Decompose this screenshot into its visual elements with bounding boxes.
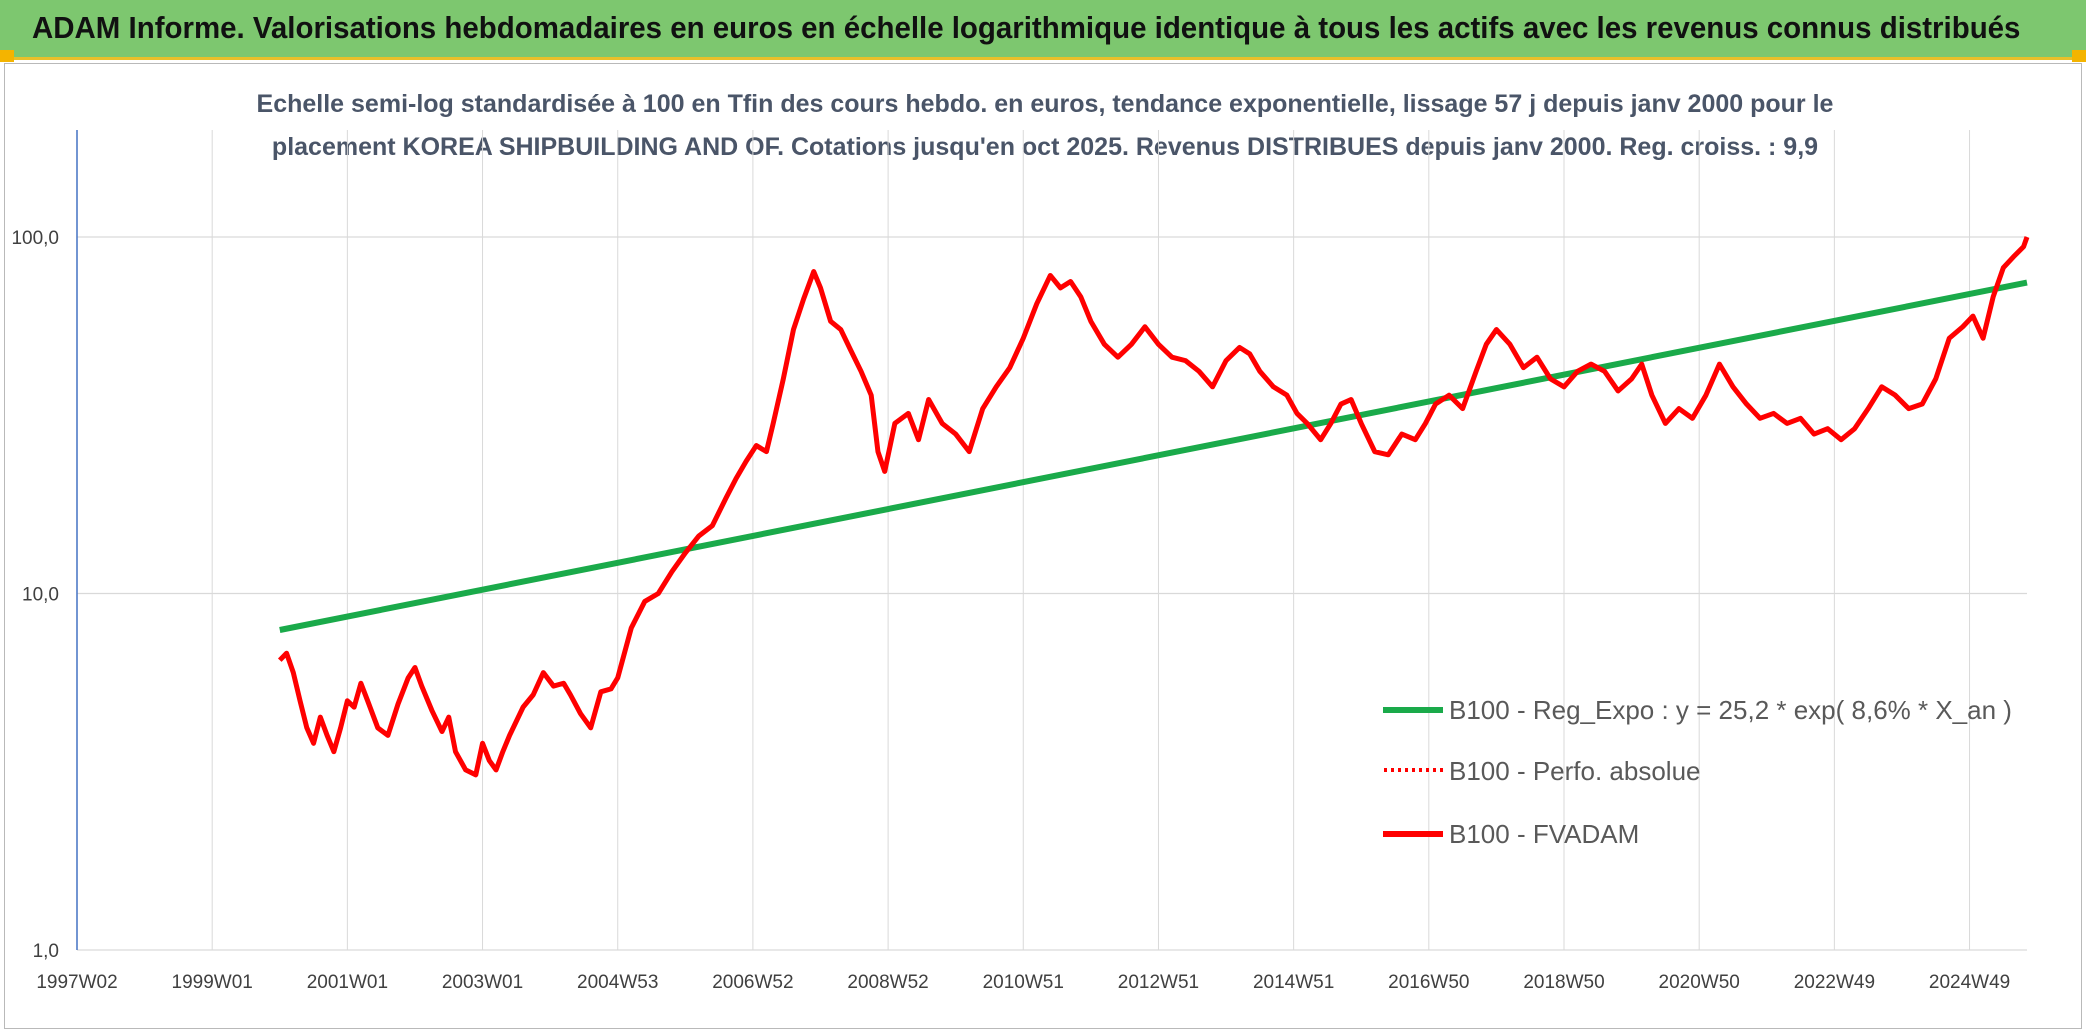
chart-title-line-1: Echelle semi-log standardisée à 100 en T… [256,90,1834,118]
legend-label-fvadam: B100 - FVADAM [1449,819,1639,849]
y-tick-label: 100,0 [11,228,59,249]
x-tick-label: 2020W50 [1659,972,1740,993]
x-tick-label: 2008W52 [847,972,928,993]
legend: B100 - Reg_Expo : y = 25,2 * exp( 8,6% *… [1383,695,2012,849]
x-tick-label: 2022W49 [1794,972,1875,993]
legend-label-perfo: B100 - Perfo. absolue [1449,756,1701,786]
y-tick-label: 1,0 [33,941,59,962]
corner-marker-right [2072,50,2086,62]
banner: ADAM Informe. Valorisations hebdomadaire… [0,0,2086,60]
x-tick-label: 2012W51 [1118,972,1199,993]
tick-labels: 1997W02 1999W01 2001W01 2003W01 2004W53 2006W… [11,228,2010,993]
x-tick-label: 1997W02 [36,972,117,993]
fvadam-line [277,236,2030,778]
x-tick-label: 2010W51 [983,972,1064,993]
chart-title-line-2: placement KOREA SHIPBUILDING AND OF. Cot… [271,133,1819,161]
x-tick-label: 1999W01 [172,972,253,993]
y-tick-label: 10,0 [22,585,59,606]
x-tick-label: 2016W50 [1388,972,1469,993]
series-layer [277,236,2030,778]
banner-title: ADAM Informe. Valorisations hebdomadaire… [32,10,2021,45]
chart-frame [4,63,2082,1029]
x-tick-label: 2024W49 [1929,972,2010,993]
legend-label-trend: B100 - Reg_Expo : y = 25,2 * exp( 8,6% *… [1449,695,2012,725]
grid [77,130,2027,951]
x-tick-label: 2003W01 [442,972,523,993]
x-tick-label: 2004W53 [577,972,658,993]
trend-line [279,279,2028,633]
x-tick-label: 2018W50 [1523,972,1604,993]
x-tick-label: 2014W51 [1253,972,1334,993]
x-tick-label: 2001W01 [307,972,388,993]
x-tick-label: 2006W52 [712,972,793,993]
corner-marker-left [0,50,14,62]
